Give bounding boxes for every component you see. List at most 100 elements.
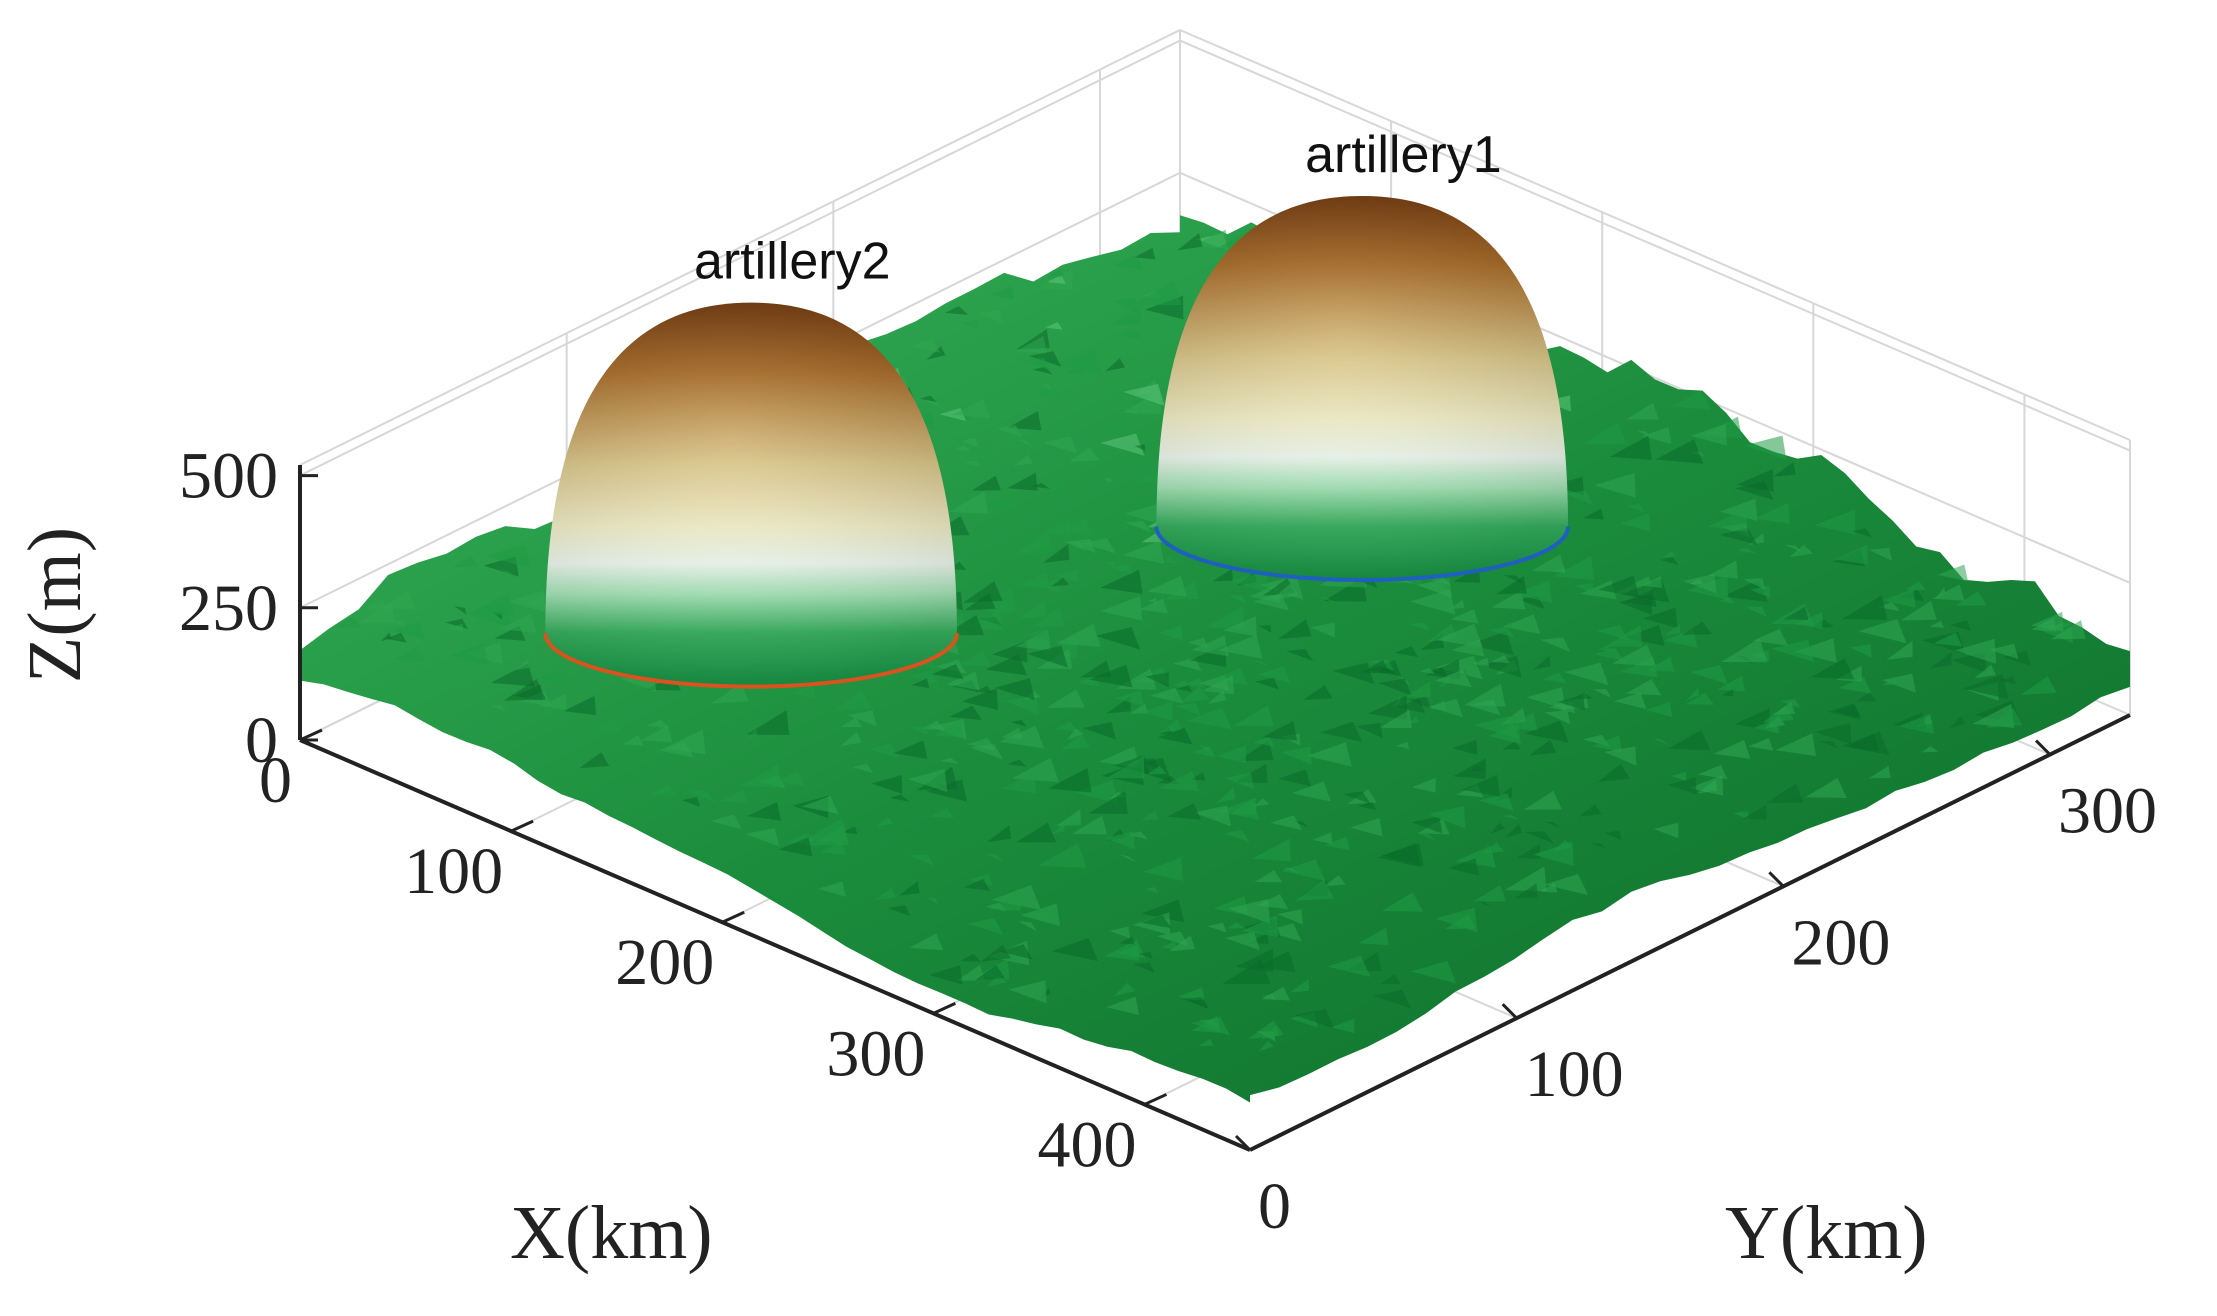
terrain-texture [945,671,980,691]
terrain-texture [898,881,920,896]
terrain-texture [1161,941,1179,950]
terrain-texture [1881,673,1916,693]
terrain-texture [1641,427,1672,444]
terrain-texture [1065,367,1088,378]
y-axis-line [1249,713,2131,1152]
terrain-texture [1841,731,1890,756]
terrain-texture [1147,766,1168,775]
terrain-texture [1133,247,1156,260]
terrain-texture [1007,411,1042,431]
terrain-texture [681,797,700,807]
terrain-texture [1014,531,1057,554]
terrain-texture [1252,736,1276,747]
terrain-texture [535,669,571,686]
terrain-texture [1227,594,1248,605]
terrain-texture [1754,502,1790,524]
terrain-texture [1191,1015,1221,1033]
terrain-texture [791,683,816,699]
terrain-texture [1129,703,1148,714]
terrain-texture [1933,584,1965,601]
terrain-texture [1215,787,1236,804]
grid-line [299,39,1181,477]
terrain-texture [1007,759,1027,767]
terrain-texture [996,425,1023,438]
terrain-texture [1708,508,1749,532]
terrain-texture [1773,462,1796,477]
terrain-texture [1187,707,1232,730]
terrain-texture [1479,793,1514,811]
terrain-texture [579,752,610,769]
terrain-texture [747,802,782,821]
terrain-texture [1055,518,1095,538]
terrain-texture [514,659,530,671]
terrain-texture [1303,685,1333,700]
terrain-texture [1286,649,1314,662]
x-tick [932,1001,956,1015]
terrain-texture [1502,814,1520,821]
terrain-texture [1580,580,1617,600]
terrain-texture [1066,728,1084,741]
terrain-texture [1427,698,1463,718]
terrain-texture [640,725,673,743]
terrain-texture [1114,982,1136,997]
terrain-texture [1157,727,1193,745]
terrain-texture [1258,1040,1275,1052]
terrain-texture [1257,666,1291,683]
terrain-texture [1765,783,1804,804]
terrain-texture [499,613,537,633]
terrain-texture [1604,830,1622,841]
terrain-texture [893,740,928,759]
terrain-texture [508,590,546,613]
terrain-texture [984,853,1003,862]
terrain-texture [1886,640,1913,660]
terrain-texture [919,395,937,403]
terrain-texture [1261,1025,1284,1040]
terrain-texture [1176,684,1193,693]
terrain-texture [909,725,929,736]
terrain-texture [1381,892,1423,912]
terrain-texture [335,616,362,628]
terrain-texture [1278,769,1312,787]
terrain-texture [1474,900,1493,908]
terrain-texture [1141,899,1185,923]
terrain-texture [1473,715,1520,739]
terrain-texture [1026,645,1068,668]
terrain-texture [1898,713,1935,734]
terrain-texture [1132,962,1155,973]
terrain-texture [470,592,516,617]
terrain-texture [1719,498,1758,521]
terrain-texture [1036,578,1060,594]
terrain-texture [1921,746,1939,753]
terrain-texture [363,599,389,613]
terrain-texture [1157,625,1183,641]
terrain-texture [1411,777,1436,793]
terrain-texture [485,544,532,570]
terrain-texture [1207,690,1227,705]
terrain-texture [977,309,1002,324]
z-axis-label: Z(m) [13,527,97,683]
terrain-texture [1685,687,1700,701]
terrain-texture [1744,606,1767,618]
terrain-texture [1055,569,1079,583]
terrain-texture [840,732,862,747]
terrain-texture [1001,772,1036,794]
terrain-texture [1372,990,1412,1009]
terrain-texture [1597,763,1630,782]
terrain-texture [1690,423,1727,446]
terrain-texture [1531,554,1566,573]
terrain-texture [1141,915,1172,929]
terrain-texture [1851,528,1872,538]
terrain-texture [1683,573,1717,594]
terrain-texture [954,444,971,452]
dome-label: artillery1 [1305,126,1502,184]
terrain-texture [1253,798,1270,807]
terrain-texture [1736,547,1756,554]
terrain-texture [1662,551,1677,558]
terrain-texture [1660,557,1679,566]
terrain-texture [1855,692,1878,702]
terrain-texture [452,555,479,568]
terrain-texture [1414,832,1436,841]
terrain-texture [989,286,1014,300]
terrain-texture [1670,390,1711,410]
terrain-texture [490,663,535,687]
